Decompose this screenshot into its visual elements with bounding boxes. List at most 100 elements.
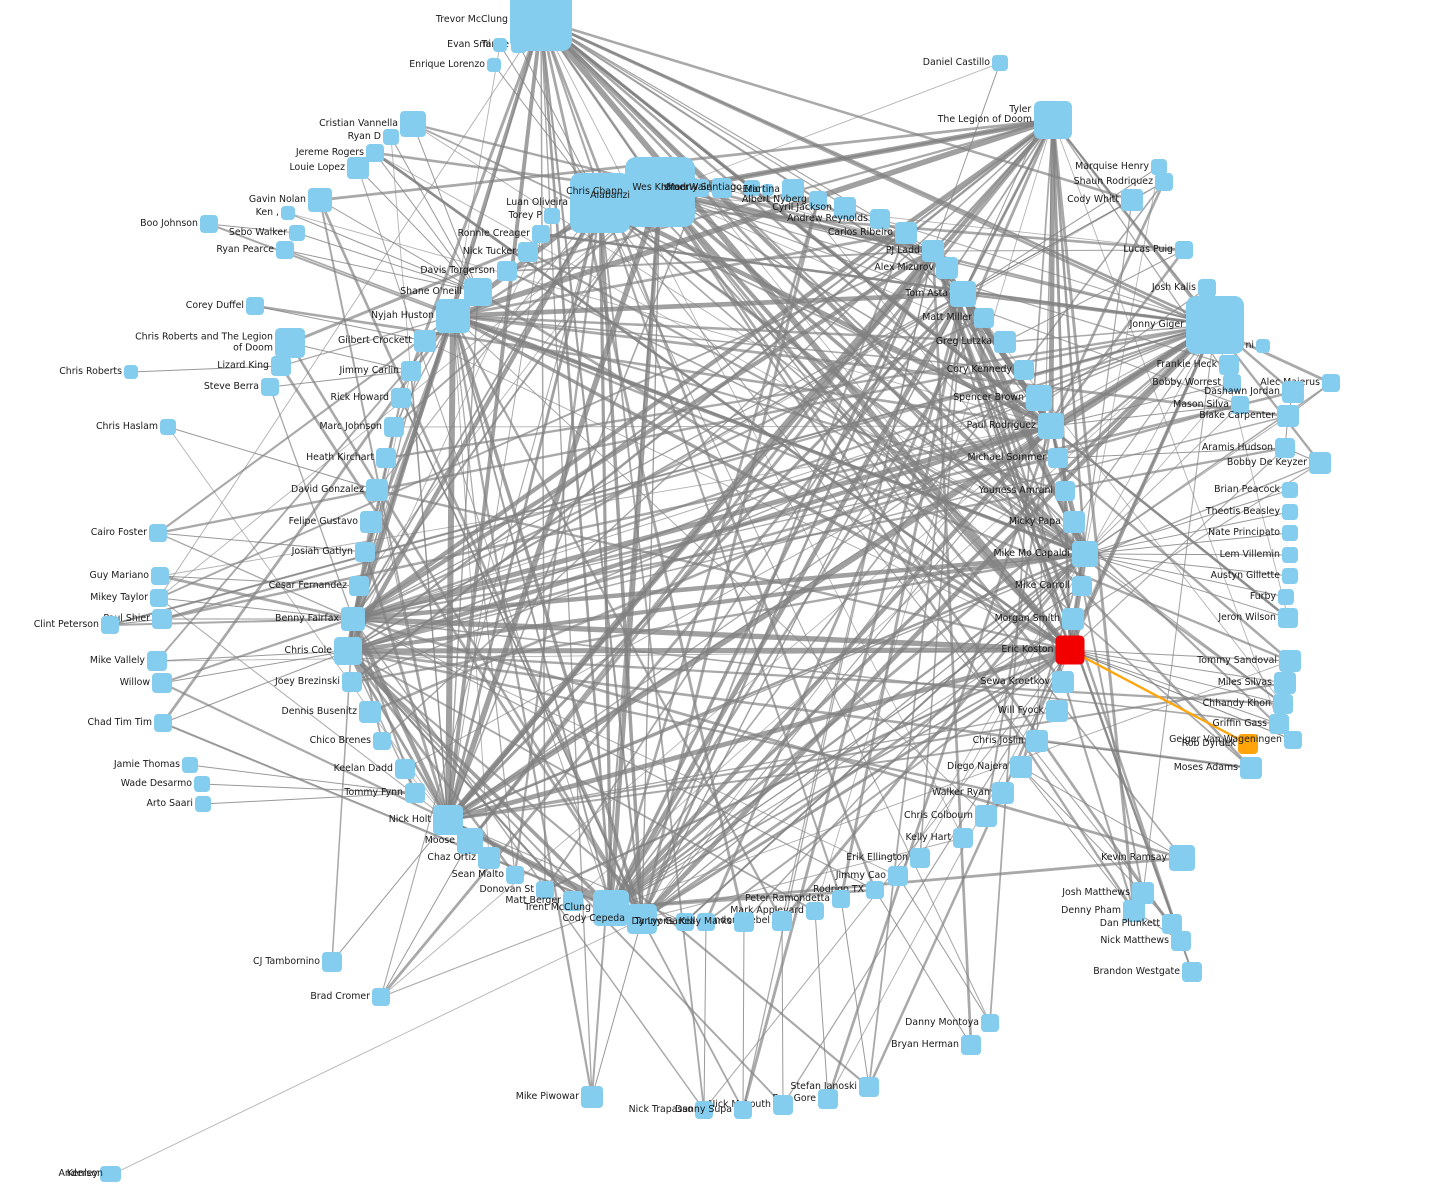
graph-node[interactable] [194, 776, 210, 792]
graph-node[interactable] [1284, 731, 1302, 749]
graph-node[interactable] [376, 448, 396, 468]
graph-node[interactable] [772, 911, 792, 931]
graph-node[interactable] [182, 757, 198, 773]
graph-node[interactable] [152, 609, 172, 629]
graph-node[interactable] [147, 651, 167, 671]
graph-node[interactable] [384, 417, 404, 437]
graph-node[interactable] [734, 912, 754, 932]
graph-node[interactable] [200, 215, 218, 233]
graph-node[interactable] [1052, 671, 1074, 693]
graph-node[interactable] [1162, 914, 1182, 934]
graph-node[interactable] [1256, 339, 1270, 353]
graph-node[interactable] [1062, 608, 1084, 630]
graph-node[interactable] [1063, 511, 1085, 533]
graph-node[interactable] [950, 281, 976, 307]
graph-node[interactable] [150, 589, 168, 607]
graph-node[interactable] [697, 913, 715, 931]
graph-node[interactable] [1269, 714, 1289, 734]
graph-node[interactable] [922, 240, 944, 262]
graph-node[interactable] [511, 37, 527, 53]
graph-node[interactable] [832, 890, 850, 908]
graph-node[interactable] [395, 759, 415, 779]
graph-node[interactable] [1322, 374, 1340, 392]
graph-node[interactable] [676, 913, 694, 931]
graph-node[interactable] [281, 206, 295, 220]
graph-node[interactable] [478, 847, 500, 869]
graph-node[interactable] [401, 361, 421, 381]
graph-node[interactable] [1155, 173, 1173, 191]
graph-node[interactable] [1282, 525, 1298, 541]
graph-node[interactable] [506, 866, 524, 884]
graph-node[interactable] [1034, 101, 1072, 139]
graph-node[interactable] [349, 576, 369, 596]
graph-node[interactable] [744, 180, 760, 196]
graph-node[interactable] [834, 197, 856, 219]
graph-node[interactable] [195, 796, 211, 812]
graph-node[interactable] [1182, 962, 1202, 982]
graph-node[interactable] [322, 952, 342, 972]
graph-node[interactable] [806, 902, 824, 920]
graph-node[interactable] [391, 388, 411, 408]
graph-node[interactable] [1277, 405, 1299, 427]
graph-node[interactable] [1231, 396, 1249, 414]
graph-node[interactable] [105, 1166, 121, 1182]
graph-node[interactable] [1273, 694, 1293, 714]
graph-node[interactable] [544, 208, 560, 224]
graph-node[interactable] [414, 330, 436, 352]
graph-node[interactable] [1072, 576, 1092, 596]
graph-node[interactable] [1026, 730, 1048, 752]
graph-node[interactable] [809, 191, 827, 209]
graph-node[interactable] [1132, 882, 1154, 904]
graph-node[interactable] [1171, 931, 1191, 951]
graph-node[interactable] [762, 184, 774, 196]
graph-node[interactable] [1072, 541, 1098, 567]
graph-node[interactable] [975, 805, 997, 827]
graph-node[interactable] [910, 848, 930, 868]
graph-node[interactable] [334, 637, 362, 665]
graph-node[interactable] [1274, 672, 1296, 694]
graph-node[interactable] [1309, 452, 1331, 474]
graph-node[interactable] [888, 866, 908, 886]
graph-node[interactable] [493, 38, 507, 52]
graph-node[interactable] [1275, 438, 1295, 458]
graph-node[interactable] [1238, 734, 1258, 754]
graph-node[interactable] [773, 1095, 793, 1115]
graph-node[interactable] [1010, 756, 1032, 778]
graph-node[interactable] [160, 419, 176, 435]
graph-node[interactable] [1175, 241, 1193, 259]
graph-node[interactable] [593, 890, 629, 926]
graph-node[interactable] [1278, 589, 1294, 605]
graph-node[interactable] [994, 331, 1016, 353]
graph-node[interactable] [818, 1089, 838, 1109]
graph-node[interactable] [712, 178, 732, 198]
graph-node[interactable] [936, 257, 958, 279]
graph-node[interactable] [359, 701, 381, 723]
graph-node[interactable] [342, 672, 362, 692]
graph-node[interactable] [366, 144, 384, 162]
graph-node[interactable] [695, 1101, 713, 1119]
graph-node[interactable] [532, 225, 550, 243]
graph-node[interactable] [1282, 568, 1298, 584]
graph-node[interactable] [563, 891, 583, 911]
graph-node[interactable] [1026, 385, 1052, 411]
graph-node[interactable] [1279, 650, 1301, 672]
graph-node[interactable] [536, 881, 554, 899]
graph-node[interactable] [373, 732, 391, 750]
graph-node[interactable] [271, 356, 291, 376]
graph-node[interactable] [383, 129, 399, 145]
graph-node[interactable] [981, 1014, 999, 1032]
graph-node[interactable] [347, 157, 369, 179]
graph-node[interactable] [1014, 360, 1034, 380]
graph-node[interactable] [405, 783, 425, 803]
graph-node[interactable] [859, 1077, 879, 1097]
graph-node[interactable] [1282, 504, 1298, 520]
graph-node[interactable] [1055, 635, 1085, 665]
graph-node[interactable] [1240, 757, 1262, 779]
graph-node[interactable] [124, 365, 138, 379]
graph-node[interactable] [487, 58, 501, 72]
graph-node[interactable] [961, 1035, 981, 1055]
graph-node[interactable] [154, 714, 172, 732]
graph-node[interactable] [627, 904, 657, 934]
graph-node[interactable] [1223, 374, 1241, 392]
graph-node[interactable] [1186, 296, 1244, 354]
